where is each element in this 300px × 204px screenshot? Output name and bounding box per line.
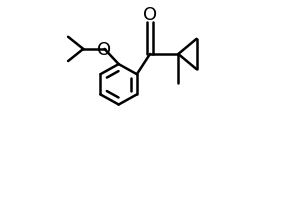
Text: O: O	[143, 6, 157, 24]
Text: O: O	[98, 41, 112, 58]
